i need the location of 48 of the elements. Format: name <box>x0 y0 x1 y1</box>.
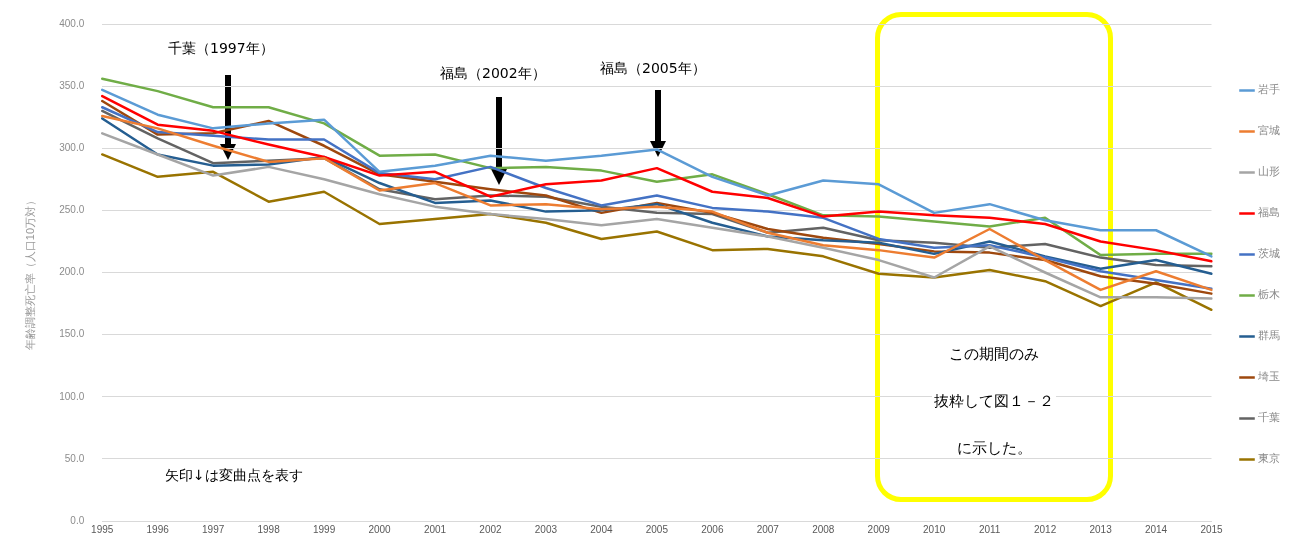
x-tick-label: 2010 <box>923 523 946 535</box>
y-axis-title: 年齢調整死亡率（人口10万対） <box>23 194 36 351</box>
x-tick-label: 2015 <box>1200 523 1224 535</box>
y-tick-label: 350.0 <box>59 79 85 91</box>
annotation: 福島（2002年） <box>440 65 546 83</box>
legend-label: 埼玉 <box>1257 370 1280 384</box>
x-tick-label: 2011 <box>978 523 1001 535</box>
x-tick-label: 2013 <box>1089 523 1113 535</box>
y-tick-label: 50.0 <box>64 452 85 464</box>
legend-label: 千葉 <box>1258 411 1280 425</box>
x-tick-label: 2014 <box>1144 523 1168 535</box>
x-tick-label: 2003 <box>534 523 558 535</box>
annotation: この期間のみ <box>947 345 1041 364</box>
annotation: 福島（2005年） <box>600 60 706 78</box>
legend-label: 岩手 <box>1258 83 1280 97</box>
x-tick-label: 1995 <box>91 523 114 535</box>
annotation: 矢印↓は変曲点を表す <box>165 467 303 485</box>
y-tick-label: 0.0 <box>70 514 85 526</box>
legend-label: 東京 <box>1258 452 1280 466</box>
y-tick-label: 250.0 <box>59 204 85 216</box>
annotation: に示した。 <box>954 439 1034 458</box>
y-tick-label: 150.0 <box>59 328 85 340</box>
x-tick-label: 2007 <box>756 523 780 535</box>
x-tick-label: 2008 <box>812 523 835 535</box>
y-tick-label: 400.0 <box>59 17 85 29</box>
x-tick-label: 2009 <box>867 523 891 535</box>
x-tick-label: 1998 <box>257 523 281 535</box>
x-tick-label: 2012 <box>1033 523 1057 535</box>
legend-label: 群馬 <box>1258 329 1280 343</box>
y-tick-label: 100.0 <box>59 390 85 402</box>
y-tick-label: 200.0 <box>59 266 85 278</box>
x-tick-label: 2001 <box>423 523 447 535</box>
x-tick-label: 1999 <box>312 523 336 535</box>
legend-label: 茨城 <box>1258 247 1280 261</box>
x-tick-label: 2005 <box>645 523 669 535</box>
x-tick-label: 2000 <box>368 523 392 535</box>
legend-label: 福島 <box>1258 206 1280 220</box>
legend-label: 山形 <box>1258 165 1280 179</box>
x-tick-label: 2004 <box>590 523 613 535</box>
y-tick-label: 300.0 <box>59 142 85 153</box>
x-tick-label: 2002 <box>479 523 503 535</box>
legend-label: 宮城 <box>1258 124 1280 138</box>
legend-label: 栃木 <box>1258 288 1280 302</box>
annotation: 千葉（1997年） <box>168 40 274 58</box>
x-tick-label: 1996 <box>146 523 170 535</box>
x-tick-label: 1997 <box>202 523 225 535</box>
annotation: 抜粋して図１－２ <box>932 392 1056 411</box>
x-tick-label: 2006 <box>701 523 724 535</box>
